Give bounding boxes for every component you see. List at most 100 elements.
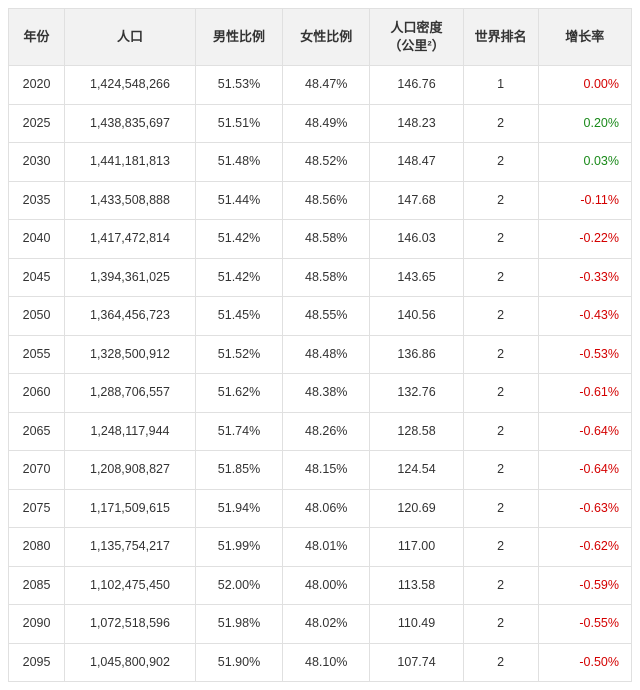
cell-density: 120.69: [370, 489, 463, 528]
table-row: 20251,438,835,69751.51%48.49%148.2320.20…: [9, 104, 632, 143]
cell-female: 48.55%: [283, 297, 370, 336]
cell-growth: -0.61%: [538, 374, 631, 413]
cell-pop: 1,288,706,557: [65, 374, 196, 413]
cell-year: 2035: [9, 181, 65, 220]
cell-rank: 2: [463, 104, 538, 143]
table-row: 20351,433,508,88851.44%48.56%147.682-0.1…: [9, 181, 632, 220]
cell-rank: 2: [463, 220, 538, 259]
cell-male: 51.42%: [195, 258, 282, 297]
table-row: 20451,394,361,02551.42%48.58%143.652-0.3…: [9, 258, 632, 297]
cell-female: 48.06%: [283, 489, 370, 528]
cell-female: 48.00%: [283, 566, 370, 605]
cell-pop: 1,171,509,615: [65, 489, 196, 528]
cell-year: 2090: [9, 605, 65, 644]
table-row: 20201,424,548,26651.53%48.47%146.7610.00…: [9, 66, 632, 105]
cell-male: 52.00%: [195, 566, 282, 605]
cell-growth: -0.11%: [538, 181, 631, 220]
table-row: 20301,441,181,81351.48%48.52%148.4720.03…: [9, 143, 632, 182]
cell-male: 51.90%: [195, 643, 282, 682]
cell-year: 2050: [9, 297, 65, 336]
cell-year: 2020: [9, 66, 65, 105]
cell-density: 113.58: [370, 566, 463, 605]
cell-growth: 0.20%: [538, 104, 631, 143]
cell-female: 48.01%: [283, 528, 370, 567]
cell-rank: 2: [463, 181, 538, 220]
cell-year: 2060: [9, 374, 65, 413]
table-row: 20601,288,706,55751.62%48.38%132.762-0.6…: [9, 374, 632, 413]
cell-density: 136.86: [370, 335, 463, 374]
cell-density: 110.49: [370, 605, 463, 644]
cell-year: 2070: [9, 451, 65, 490]
cell-rank: 2: [463, 489, 538, 528]
cell-pop: 1,424,548,266: [65, 66, 196, 105]
table-row: 20851,102,475,45052.00%48.00%113.582-0.5…: [9, 566, 632, 605]
cell-density: 148.47: [370, 143, 463, 182]
col-header-density: 人口密度（公里²）: [370, 9, 463, 66]
cell-growth: 0.00%: [538, 66, 631, 105]
cell-year: 2045: [9, 258, 65, 297]
cell-growth: -0.64%: [538, 412, 631, 451]
cell-rank: 2: [463, 451, 538, 490]
cell-density: 124.54: [370, 451, 463, 490]
cell-female: 48.15%: [283, 451, 370, 490]
cell-growth: -0.59%: [538, 566, 631, 605]
cell-female: 48.58%: [283, 220, 370, 259]
cell-year: 2080: [9, 528, 65, 567]
cell-male: 51.85%: [195, 451, 282, 490]
col-header-female: 女性比例: [283, 9, 370, 66]
cell-female: 48.26%: [283, 412, 370, 451]
cell-growth: -0.64%: [538, 451, 631, 490]
cell-male: 51.74%: [195, 412, 282, 451]
cell-rank: 2: [463, 143, 538, 182]
cell-year: 2065: [9, 412, 65, 451]
cell-rank: 1: [463, 66, 538, 105]
cell-rank: 2: [463, 297, 538, 336]
cell-female: 48.38%: [283, 374, 370, 413]
cell-density: 107.74: [370, 643, 463, 682]
cell-female: 48.48%: [283, 335, 370, 374]
cell-female: 48.47%: [283, 66, 370, 105]
cell-year: 2055: [9, 335, 65, 374]
cell-growth: -0.43%: [538, 297, 631, 336]
cell-female: 48.56%: [283, 181, 370, 220]
table-row: 20701,208,908,82751.85%48.15%124.542-0.6…: [9, 451, 632, 490]
cell-male: 51.99%: [195, 528, 282, 567]
cell-growth: -0.62%: [538, 528, 631, 567]
col-header-growth: 增长率: [538, 9, 631, 66]
population-table: 年份 人口 男性比例 女性比例 人口密度（公里²） 世界排名 增长率 20201…: [8, 8, 632, 682]
table-row: 20901,072,518,59651.98%48.02%110.492-0.5…: [9, 605, 632, 644]
cell-male: 51.98%: [195, 605, 282, 644]
cell-pop: 1,328,500,912: [65, 335, 196, 374]
table-header: 年份 人口 男性比例 女性比例 人口密度（公里²） 世界排名 增长率: [9, 9, 632, 66]
cell-pop: 1,364,456,723: [65, 297, 196, 336]
cell-female: 48.58%: [283, 258, 370, 297]
cell-male: 51.48%: [195, 143, 282, 182]
cell-density: 148.23: [370, 104, 463, 143]
cell-male: 51.62%: [195, 374, 282, 413]
table-row: 20951,045,800,90251.90%48.10%107.742-0.5…: [9, 643, 632, 682]
col-header-rank: 世界排名: [463, 9, 538, 66]
table-row: 20551,328,500,91251.52%48.48%136.862-0.5…: [9, 335, 632, 374]
cell-year: 2025: [9, 104, 65, 143]
table-row: 20751,171,509,61551.94%48.06%120.692-0.6…: [9, 489, 632, 528]
cell-rank: 2: [463, 374, 538, 413]
cell-female: 48.52%: [283, 143, 370, 182]
cell-growth: -0.22%: [538, 220, 631, 259]
cell-growth: -0.55%: [538, 605, 631, 644]
cell-year: 2075: [9, 489, 65, 528]
cell-growth: 0.03%: [538, 143, 631, 182]
table-row: 20651,248,117,94451.74%48.26%128.582-0.6…: [9, 412, 632, 451]
col-header-male: 男性比例: [195, 9, 282, 66]
cell-female: 48.10%: [283, 643, 370, 682]
table-row: 20401,417,472,81451.42%48.58%146.032-0.2…: [9, 220, 632, 259]
cell-density: 128.58: [370, 412, 463, 451]
cell-pop: 1,072,518,596: [65, 605, 196, 644]
cell-pop: 1,417,472,814: [65, 220, 196, 259]
cell-rank: 2: [463, 528, 538, 567]
cell-year: 2040: [9, 220, 65, 259]
cell-pop: 1,045,800,902: [65, 643, 196, 682]
cell-pop: 1,248,117,944: [65, 412, 196, 451]
cell-density: 143.65: [370, 258, 463, 297]
cell-pop: 1,102,475,450: [65, 566, 196, 605]
cell-male: 51.94%: [195, 489, 282, 528]
